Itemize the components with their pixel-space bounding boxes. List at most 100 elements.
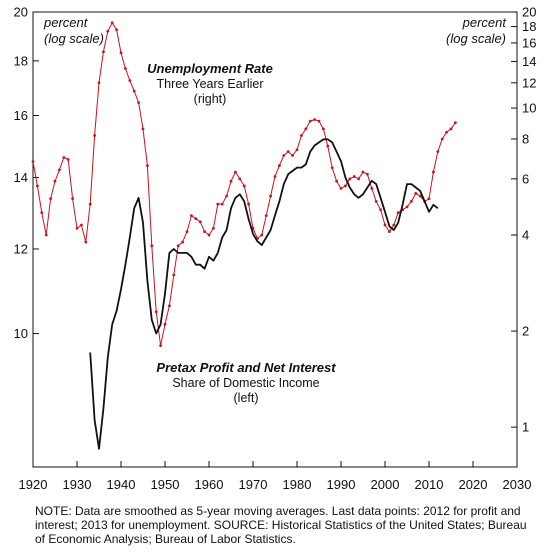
unemployment-point [53, 179, 57, 183]
right-tick-label: 4 [522, 228, 529, 243]
unemployment-point [93, 134, 96, 137]
right-tick-label: 2 [522, 324, 529, 339]
unemployment-point [454, 121, 457, 125]
unemployment-point [260, 233, 264, 237]
unemployment-point [388, 230, 391, 234]
unemployment-point [370, 187, 374, 190]
left-tick-label: 14 [14, 170, 28, 185]
unemployment-point [295, 148, 299, 152]
unemployment-point [418, 194, 422, 198]
unemployment-point [445, 130, 448, 134]
x-tick-label: 1950 [151, 477, 180, 492]
unemployment-point [110, 21, 114, 25]
unemployment-point [432, 170, 435, 174]
profit-interest-line [89, 138, 439, 450]
x-tick-label: 1960 [195, 477, 224, 492]
chart-area: 1920 1930 1940 1950 1960 1970 1980 1990 2000 2010… [14, 5, 537, 493]
right-tick-label: 14 [522, 54, 536, 69]
right-tick-label: 20 [522, 5, 536, 20]
unemployment-point [220, 202, 224, 206]
unemployment-point [58, 168, 61, 172]
unemployment-point [102, 50, 105, 54]
unemployment-point [31, 160, 35, 163]
lines-layer [31, 21, 457, 450]
left-tick-label: 18 [14, 53, 28, 68]
unemployment-point [392, 223, 396, 227]
unemployment-point [436, 150, 440, 154]
unemployment-point [71, 197, 74, 201]
unemployment-point [330, 166, 334, 170]
profit-series-title: Pretax Profit and Net Interest [156, 360, 336, 375]
unemployment-point [185, 230, 189, 234]
unemployment-point [414, 192, 418, 195]
unemployment-point [119, 51, 123, 55]
unemployment-point [291, 154, 294, 157]
unemployment-series-axis-note: (right) [194, 92, 227, 106]
right-tick-label: 10 [522, 101, 536, 116]
right-tick-label: 1 [522, 420, 529, 435]
unemployment-point [216, 202, 220, 206]
unemployment-point [97, 81, 101, 85]
unemployment-point [84, 240, 88, 244]
x-tick-label: 1930 [63, 477, 92, 492]
unemployment-point [128, 79, 132, 82]
unemployment-point [264, 214, 268, 218]
x-tick-label: 2030 [503, 477, 532, 492]
unemployment-point [66, 158, 70, 161]
unemployment-point [203, 230, 207, 234]
unemployment-point [286, 150, 290, 154]
unemployment-point [335, 179, 338, 183]
unemployment-point [300, 134, 303, 137]
unemployment-point [304, 127, 308, 131]
x-tick-label: 1980 [283, 477, 312, 492]
unemployment-point [317, 119, 321, 123]
unemployment-point [379, 208, 382, 212]
unemployment-point [146, 164, 149, 168]
left-tick-label: 12 [14, 241, 28, 256]
unemployment-point [141, 127, 145, 131]
left-tick-label: 16 [14, 108, 28, 123]
unemployment-point [449, 127, 453, 131]
x-tick-label: 2000 [371, 477, 400, 492]
right-tick-label: 8 [522, 131, 529, 146]
unemployment-point [194, 217, 198, 221]
profit-series-subtitle: Share of Domestic Income [172, 376, 319, 390]
unemployment-point [427, 197, 431, 201]
unemployment-point [440, 137, 444, 141]
unemployment-point [322, 127, 325, 131]
unemployment-point [269, 194, 272, 198]
profit-series-axis-note: (left) [234, 391, 259, 405]
ticks-layer: 1920 1930 1940 1950 1960 1970 1980 1990 2000 2010… [14, 5, 537, 493]
unemployment-point [62, 156, 66, 159]
right-tick-label: 18 [522, 19, 536, 34]
right-tick-label: 12 [522, 75, 536, 90]
unemployment-point [198, 220, 202, 224]
unemployment-point [132, 89, 136, 93]
unemployment-point [159, 344, 163, 348]
unemployment-point [352, 175, 356, 178]
unemployment-point [44, 233, 48, 237]
unemployment-point [207, 233, 211, 237]
unemployment-point [282, 154, 286, 157]
unemployment-point [366, 172, 369, 176]
unemployment-point [361, 170, 365, 174]
left-unit-label: percent [43, 15, 89, 30]
unemployment-point [124, 67, 127, 70]
unemployment-point [75, 226, 79, 230]
unemployment-point [326, 144, 330, 148]
plot-frame [32, 11, 518, 468]
unemployment-point [137, 101, 141, 105]
footnote: NOTE: Data are smoothed as 5-year moving… [35, 504, 527, 546]
unemployment-point [40, 211, 44, 215]
unemployment-point [212, 226, 215, 230]
unemployment-point [150, 244, 154, 248]
unemployment-point [176, 244, 180, 248]
unemployment-point [238, 177, 242, 181]
unemployment-point [410, 199, 413, 203]
unemployment-point [374, 199, 378, 203]
unemployment-point [115, 28, 118, 32]
unemployment-point [229, 179, 233, 183]
unemployment-point [172, 273, 176, 277]
unemployment-point [357, 177, 360, 181]
unemployment-point [88, 202, 92, 206]
